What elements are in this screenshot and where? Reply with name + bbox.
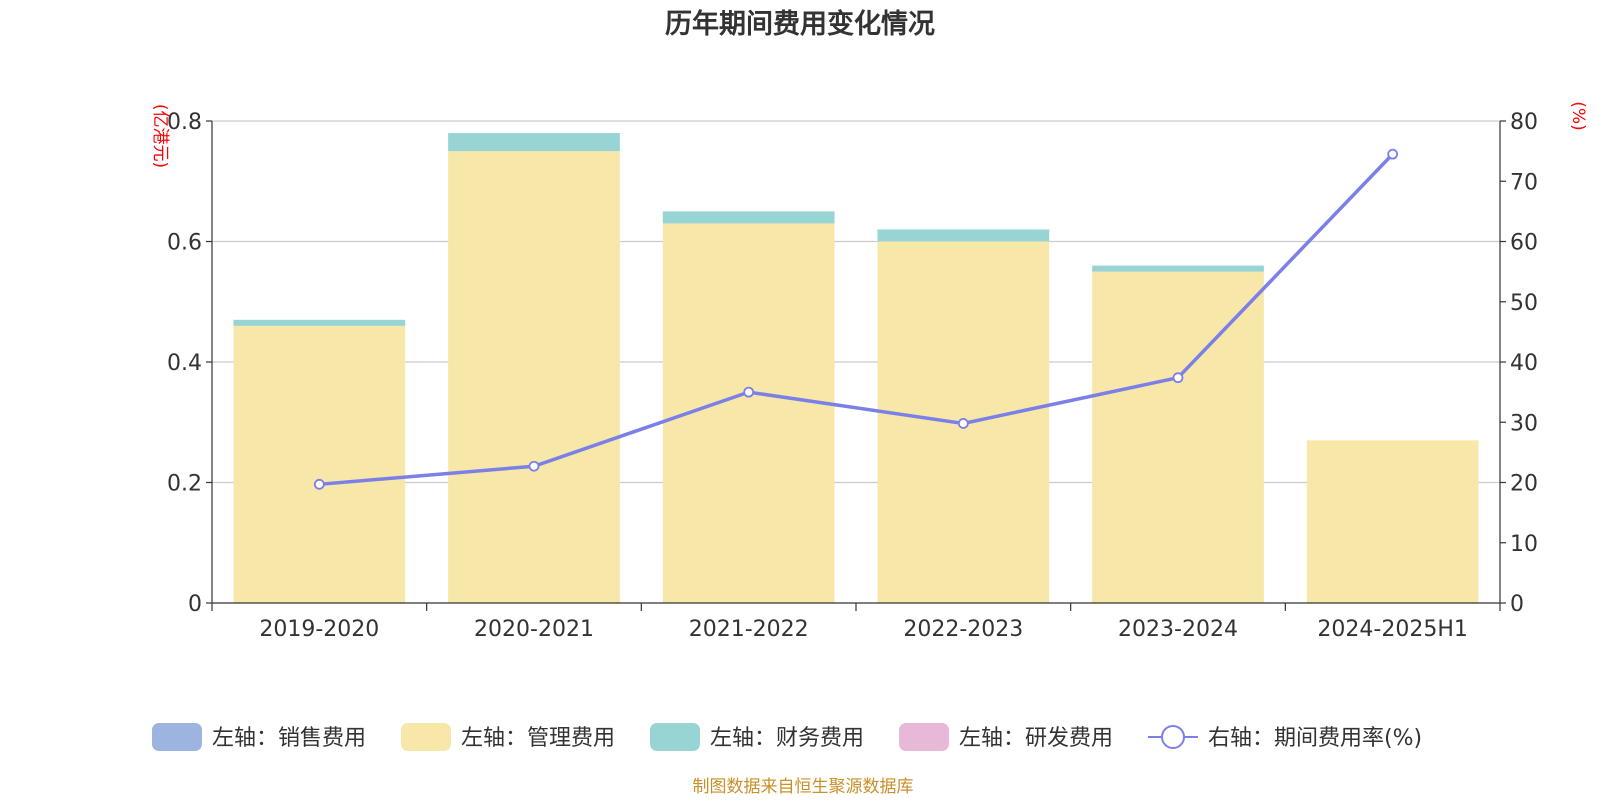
- line-point-6: [1387, 148, 1399, 160]
- line-point-4: [957, 418, 969, 429]
- bar-3-5: [1092, 265, 1264, 272]
- legend-label-4: 左轴：研发费用: [959, 726, 1113, 751]
- x-tick-label: 2020-2021: [474, 617, 594, 642]
- x-tick-label: 2019-2020: [259, 617, 379, 642]
- left-tick-label: 0.2: [167, 472, 202, 497]
- right-tick-label: 0: [1510, 592, 1524, 617]
- line-point-1: [313, 478, 325, 490]
- x-tick-label: 2024-2025H1: [1317, 617, 1467, 642]
- right-tick-label: 80: [1510, 110, 1538, 135]
- left-tick-label: 0: [188, 592, 202, 617]
- bar-3-4: [877, 229, 1050, 242]
- right-tick-label: 10: [1510, 532, 1538, 557]
- bar-3-1: [233, 319, 406, 326]
- right-tick-label: 70: [1510, 170, 1538, 195]
- legend-label-1: 左轴：销售费用: [212, 726, 366, 751]
- bar-3-2: [448, 133, 620, 152]
- line-point-3: [743, 386, 755, 398]
- right-tick-label: 50: [1510, 291, 1538, 316]
- legend-label-2: 左轴：管理费用: [461, 726, 615, 751]
- legend-swatch-2: [401, 723, 451, 751]
- bar-2-1: [233, 325, 406, 603]
- right-tick-label: 40: [1510, 351, 1538, 376]
- line-series: [319, 152, 1394, 487]
- right-tick-label: 30: [1510, 411, 1538, 436]
- legend-label-5: 右轴：期间费用率(%): [1208, 726, 1422, 751]
- bar-2-6: [1306, 440, 1479, 603]
- x-tick-label: 2023-2024: [1118, 617, 1238, 642]
- x-tick-label: 2022-2023: [903, 617, 1023, 642]
- legend-swatch-1: [152, 723, 202, 751]
- legend-label-3: 左轴：财务费用: [710, 726, 864, 751]
- chart-title: 历年期间费用变化情况: [665, 8, 935, 40]
- bar-2-5: [1092, 271, 1264, 603]
- left-tick-label: 0.8: [167, 110, 202, 135]
- legend-swatch-3: [650, 723, 700, 751]
- legend-marker: [1161, 725, 1185, 749]
- source-note: 制图数据来自恒生聚源数据库: [693, 777, 914, 797]
- left-tick-label: 0.4: [167, 351, 202, 376]
- bar-2-2: [448, 151, 620, 603]
- line-point-2: [528, 460, 540, 472]
- right-axis-unit: (%): [1568, 101, 1588, 130]
- x-tick-label: 2021-2022: [689, 617, 809, 642]
- left-tick-label: 0.6: [167, 231, 202, 256]
- legend-swatch-4: [899, 723, 949, 751]
- line-point-5: [1172, 372, 1184, 384]
- left-axis-unit: (亿港元): [150, 104, 170, 168]
- right-tick-label: 20: [1510, 472, 1538, 497]
- right-tick-label: 60: [1510, 231, 1538, 256]
- bar-3-3: [662, 211, 835, 224]
